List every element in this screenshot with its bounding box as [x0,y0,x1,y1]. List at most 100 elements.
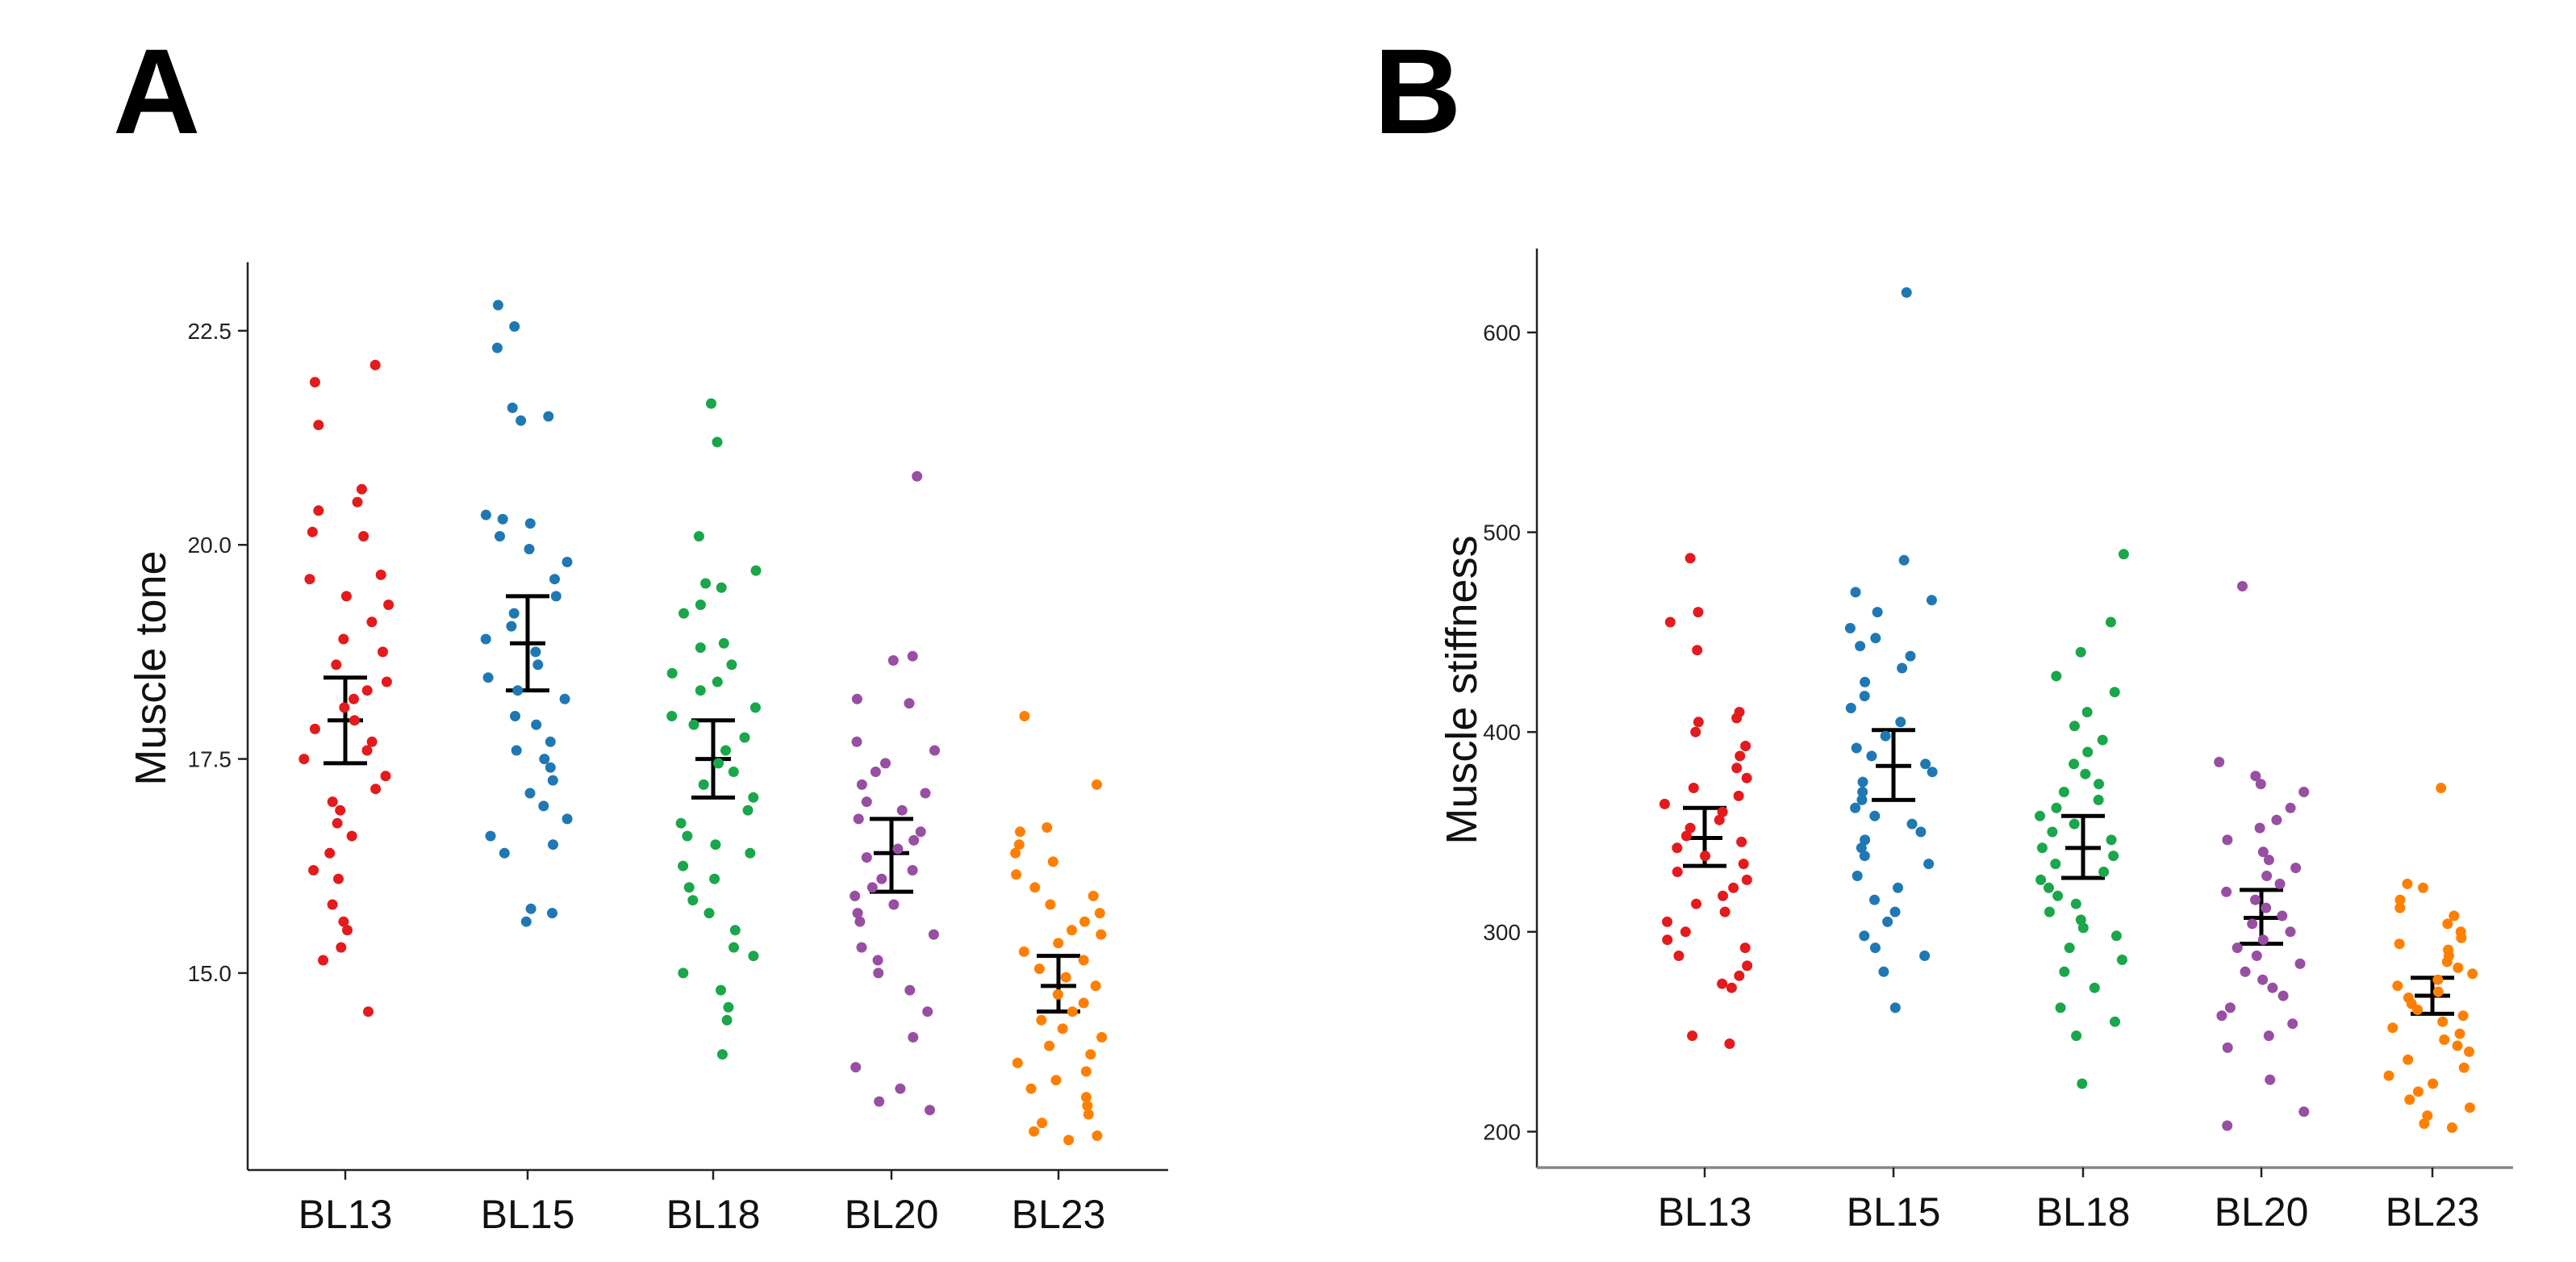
data-point [2082,746,2094,758]
data-point [361,745,373,756]
data-point [1037,1118,1048,1129]
data-point [2232,942,2243,954]
data-point [1731,763,1743,774]
data-point [366,736,378,747]
data-point [1015,826,1025,838]
y-axis-title-a: Muscle tone [127,550,175,785]
data-point [361,685,373,696]
y-axis-title-b: Muscle stiffness [1438,535,1486,844]
data-point [749,702,761,713]
data-point [2464,1102,2475,1114]
data-point [499,847,510,859]
data-point [539,754,550,765]
axes-b: 200 300 400 500 600 BL13 BL15 BL18 BL20 BL23 [1483,249,2513,1235]
data-point [1866,750,1877,762]
data-point [318,955,328,966]
data-point [2464,1046,2474,1057]
data-point [1687,1030,1698,1042]
data-point [880,758,891,769]
data-point [1717,978,1728,989]
data-point [1013,839,1025,850]
data-point [1906,818,1918,829]
data-point [1895,717,1906,728]
data-point [1869,894,1880,905]
data-point [1852,871,1863,881]
data-point [1915,826,1927,838]
data-point [925,1105,935,1116]
data-point [1901,287,1912,298]
data-point [1083,1109,1094,1120]
data-point [2274,878,2286,889]
data-point [2263,1030,2274,1042]
data-point [1851,742,1862,754]
data-point [336,942,347,953]
data-point [739,732,750,743]
x-tick-label-b: BL23 [2386,1189,2480,1235]
data-point [543,411,554,422]
data-point [2261,871,2273,881]
data-point [1672,867,1683,877]
data-point [1688,783,1699,793]
data-point [327,796,338,808]
data-point [1092,1130,1103,1141]
data-point [2255,779,2266,790]
data-point [2089,982,2100,993]
data-point [1845,703,1856,713]
data-point [532,659,544,671]
x-tick-label-b: BL18 [2036,1189,2131,1235]
data-point [1036,1014,1047,1026]
data-point [2094,779,2104,790]
data-point [726,659,737,671]
data-point [1742,960,1753,972]
data-point [700,578,712,589]
data-point [1856,842,1867,854]
data-point [375,569,386,580]
data-point [340,591,352,602]
data-point [497,513,508,524]
data-point [2109,687,2120,698]
data-point [1680,926,1691,938]
data-point [333,873,344,884]
data-point [507,402,518,413]
data-point [1923,859,1935,870]
data-point [338,916,349,927]
data-point [1859,930,1870,942]
data-point [929,745,940,756]
data-point [2432,974,2444,985]
data-point [2052,890,2064,901]
data-point [547,908,557,919]
data-point [2261,902,2272,913]
data-point [358,531,369,542]
data-point [2437,1016,2449,1027]
data-point [1860,834,1871,846]
x-tick-label-a: BL13 [299,1192,393,1237]
data-point [1857,776,1868,788]
data-point [1685,553,1696,564]
data-point [1060,972,1071,983]
data-point [695,642,706,654]
data-point [2441,956,2453,967]
data-point [1094,908,1105,919]
data-point [750,565,762,576]
data-point [2467,968,2478,980]
data-point [709,873,720,884]
data-point [688,719,699,730]
data-point [2456,932,2467,943]
data-point [1714,814,1725,825]
data-point [1025,1083,1037,1094]
data-point [1905,650,1916,662]
data-point [748,792,759,803]
data-point [2251,951,2262,961]
data-point [866,882,878,893]
data-point [511,745,522,756]
data-point [492,299,503,311]
data-point [381,676,392,687]
data-point [723,1001,734,1013]
x-tick-label-b: BL20 [2215,1189,2309,1235]
data-point [912,470,923,482]
data-point [559,693,570,704]
data-point [2106,834,2117,846]
data-point [366,616,378,628]
data-point [1096,929,1107,940]
x-tick-label-a: BL18 [666,1192,761,1237]
